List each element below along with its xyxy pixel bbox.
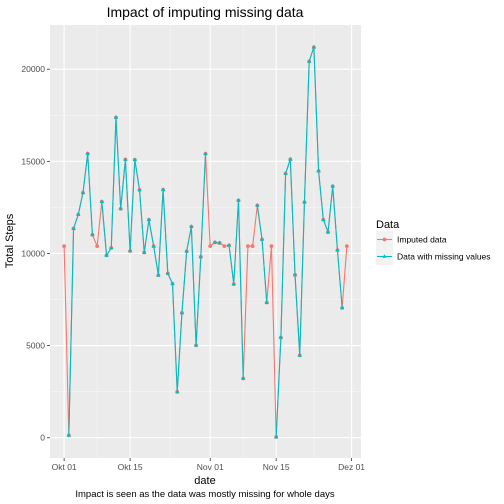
y-axis-ticks: 0 5000 10000 15000 20000 (21, 64, 50, 443)
data-point-missing (175, 389, 180, 394)
data-point-missing (109, 245, 114, 250)
caption: Impact is seen as the data was mostly mi… (75, 489, 335, 500)
chart-title: Impact of imputing missing data (107, 4, 304, 20)
data-point-missing (104, 253, 109, 257)
y-tick-label: 5000 (26, 341, 45, 351)
data-point-missing (306, 59, 312, 63)
data-point-missing (198, 254, 203, 259)
data-point-imputed (344, 244, 349, 249)
y-axis-title: Total Steps (4, 213, 16, 268)
data-point-missing (71, 226, 76, 230)
data-point-missing (321, 217, 326, 222)
x-tick-label: Nov 15 (263, 462, 290, 472)
data-point-missing (165, 271, 170, 275)
series-points (62, 44, 349, 439)
data-point-missing (179, 310, 185, 315)
data-point-missing (292, 272, 298, 277)
legend-key-missing (376, 248, 393, 265)
data-point-missing (264, 300, 269, 304)
data-point-imputed (222, 244, 227, 249)
data-point-missing (76, 212, 81, 216)
x-axis-title: date (194, 475, 215, 487)
data-point-missing (156, 272, 161, 277)
x-tick-label: Okt 01 (52, 462, 77, 472)
data-point-missing (203, 151, 208, 156)
data-point-missing (85, 151, 90, 155)
data-point-missing (118, 206, 123, 211)
plot-panel (50, 25, 361, 458)
data-point-missing (288, 157, 293, 161)
x-tick-label: Dez 01 (338, 462, 365, 472)
x-tick-label: Okt 15 (118, 462, 143, 472)
data-point-missing (325, 229, 331, 234)
data-point-imputed (250, 244, 255, 249)
data-point-imputed (269, 244, 274, 249)
data-point-missing (302, 199, 307, 204)
data-point-missing (142, 250, 147, 254)
data-point-missing (278, 335, 284, 339)
data-point-missing (113, 115, 119, 119)
data-point-missing (339, 305, 345, 310)
data-point-imputed (208, 244, 213, 249)
legend: Data Imputed data Data with missing valu… (376, 219, 491, 265)
legend-key-imputed (376, 231, 393, 248)
y-tick-label: 20000 (21, 64, 45, 74)
legend-label-imputed: Imputed data (397, 235, 447, 245)
data-point-missing (231, 281, 236, 286)
data-point-missing (335, 247, 340, 252)
data-point-missing (189, 224, 194, 228)
data-point-missing (316, 168, 321, 173)
data-point-missing (127, 248, 133, 253)
data-point-missing (255, 203, 260, 207)
data-point-missing (217, 240, 222, 245)
x-tick-label: Nov 01 (197, 462, 224, 472)
legend-label-missing: Data with missing values (397, 252, 491, 262)
data-point-imputed (246, 244, 250, 249)
data-point-missing (146, 217, 152, 222)
data-point-imputed (95, 244, 100, 249)
data-point-missing (132, 157, 138, 162)
x-axis-ticks: Okt 01 Okt 15 Nov 01 Nov 15 Dez 01 (52, 458, 365, 472)
data-point-missing (170, 281, 175, 286)
data-point-missing (212, 240, 218, 244)
data-point-missing (80, 190, 86, 195)
data-point-missing (99, 199, 105, 204)
data-point-missing (137, 187, 142, 192)
data-point-missing (273, 434, 279, 439)
data-point-missing (283, 171, 288, 175)
data-point-missing (151, 243, 156, 248)
data-point-missing (241, 376, 246, 380)
data-point-missing (184, 248, 189, 253)
data-point-missing (66, 433, 72, 437)
data-point-missing (160, 187, 166, 192)
data-point-missing (226, 243, 232, 247)
data-point-missing (259, 237, 265, 241)
data-point-missing (123, 157, 128, 161)
data-point-missing (311, 44, 317, 49)
y-tick-label: 15000 (21, 156, 45, 166)
data-point-missing (193, 342, 199, 347)
data-point-missing (297, 353, 302, 357)
y-tick-label: 10000 (21, 248, 45, 258)
data-point-missing (330, 183, 335, 188)
data-point-imputed (62, 244, 67, 249)
legend-title: Data (376, 219, 400, 231)
y-tick-label: 0 (40, 433, 45, 443)
data-point-missing (236, 198, 241, 202)
data-point-missing (90, 232, 95, 237)
